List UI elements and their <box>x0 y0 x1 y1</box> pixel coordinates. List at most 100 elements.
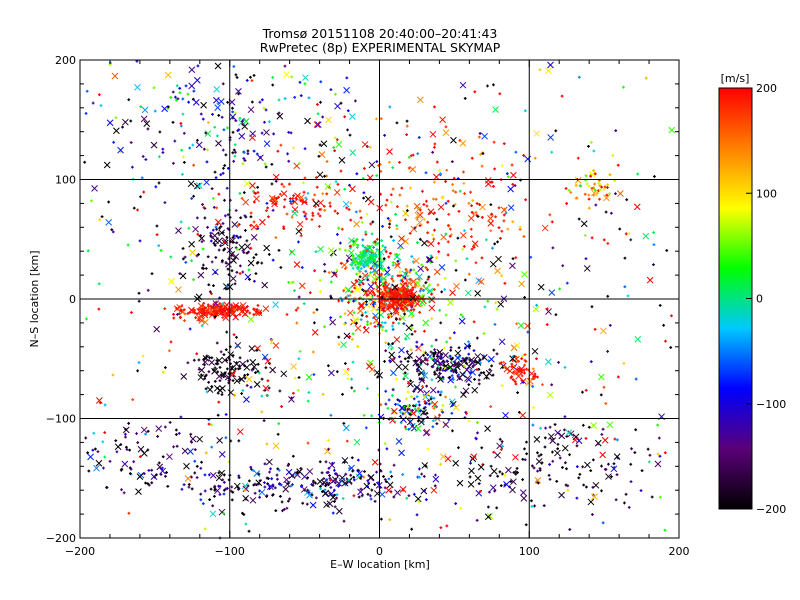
scatter-point-plus <box>213 243 217 247</box>
scatter-point-plus <box>404 281 408 285</box>
scatter-point-plus <box>375 160 379 163</box>
scatter-point-plus <box>523 458 527 462</box>
scatter-point-plus <box>450 411 454 415</box>
scatter-point-plus <box>252 189 255 193</box>
scatter-point-plus <box>608 323 612 327</box>
scatter-point-plus <box>210 292 213 295</box>
scatter-point-x <box>285 468 293 476</box>
scatter-point-plus <box>387 315 390 319</box>
scatter-point-plus <box>547 473 551 477</box>
scatter-point-plus <box>531 423 535 427</box>
scatter-point-x <box>452 459 460 467</box>
scatter-point-plus <box>577 476 581 480</box>
scatter-point-plus <box>210 445 214 449</box>
scatter-point-plus <box>416 241 419 244</box>
scatter-point-plus <box>241 511 244 515</box>
scatter-point-plus <box>350 263 354 267</box>
scatter-point-plus <box>195 465 199 468</box>
scatter-point-plus <box>269 467 272 471</box>
scatter-point-plus <box>226 100 230 104</box>
scatter-point-plus <box>87 469 91 473</box>
scatter-point-plus <box>334 472 338 476</box>
scatter-point-plus <box>440 196 444 200</box>
scatter-point-plus <box>209 487 213 491</box>
scatter-point-plus <box>371 220 375 224</box>
scatter-point-plus <box>334 273 338 277</box>
scatter-point-plus <box>647 460 651 464</box>
scatter-point-x <box>414 212 422 219</box>
scatter-point-x <box>519 411 527 419</box>
scatter-point-plus <box>365 300 368 303</box>
scatter-point-plus <box>163 201 167 204</box>
scatter-point-plus <box>351 261 355 265</box>
scatter-point-plus <box>277 98 281 102</box>
y-axis-label: N–S location [km] <box>28 250 41 347</box>
scatter-point-x <box>103 161 111 169</box>
scatter-point-x <box>229 370 237 378</box>
scatter-point-plus <box>380 321 384 324</box>
scatter-point-x <box>437 203 445 211</box>
scatter-point-x <box>371 275 378 283</box>
scatter-point-plus <box>412 492 416 496</box>
scatter-point-x <box>485 180 492 188</box>
scatter-point-plus <box>488 368 492 372</box>
scatter-point-plus <box>391 261 395 264</box>
scatter-point-plus <box>214 256 218 259</box>
scatter-point-plus <box>470 156 474 160</box>
scatter-point-x <box>558 491 565 499</box>
scatter-point-plus <box>197 367 201 371</box>
scatter-point-plus <box>433 145 436 149</box>
scatter-point-x <box>546 391 554 399</box>
scatter-point-plus <box>383 248 387 252</box>
scatter-point-plus <box>451 429 454 433</box>
scatter-point-plus <box>293 472 297 476</box>
scatter-point-x <box>366 362 373 370</box>
scatter-point-plus <box>376 294 380 298</box>
scatter-point-plus <box>376 241 380 245</box>
scatter-point-x <box>416 219 423 226</box>
scatter-point-x <box>477 278 485 285</box>
scatter-point-plus <box>616 163 620 167</box>
scatter-point-plus <box>600 464 603 468</box>
scatter-point-plus <box>486 299 490 303</box>
scatter-point-plus <box>217 114 221 117</box>
scatter-point-plus <box>260 131 264 135</box>
scatter-point-plus <box>415 513 419 517</box>
scatter-point-plus <box>467 383 471 387</box>
scatter-point-plus <box>436 283 440 287</box>
scatter-point-x <box>173 305 181 313</box>
scatter-point-plus <box>585 485 588 489</box>
scatter-point-plus <box>382 257 386 261</box>
scatter-point-plus <box>420 472 424 476</box>
scatter-point-plus <box>245 79 249 82</box>
scatter-point-x <box>356 470 363 477</box>
scatter-point-x <box>554 429 562 437</box>
scatter-point-plus <box>461 315 465 319</box>
scatter-point-plus <box>274 179 278 183</box>
scatter-point-plus <box>364 230 368 234</box>
x-tick-label: 200 <box>669 545 690 558</box>
scatter-point-x <box>548 289 556 297</box>
scatter-point-x <box>408 310 415 318</box>
scatter-point-x <box>429 130 437 138</box>
scatter-point-plus <box>209 235 213 239</box>
scatter-point-plus <box>370 232 374 236</box>
scatter-point-plus <box>518 225 522 229</box>
scatter-point-plus <box>421 385 424 388</box>
scatter-point-plus <box>446 199 450 203</box>
scatter-point-plus <box>410 326 414 330</box>
scatter-point-x <box>313 121 321 128</box>
scatter-point-plus <box>566 488 570 492</box>
scatter-point-plus <box>335 138 339 142</box>
scatter-point-plus <box>103 455 107 459</box>
scatter-point-plus <box>355 321 358 325</box>
scatter-point-plus <box>321 192 325 196</box>
scatter-point-plus <box>608 173 612 177</box>
scatter-point-plus <box>201 117 205 121</box>
scatter-point-plus <box>477 378 481 382</box>
scatter-point-plus <box>381 269 385 273</box>
scatter-point-plus <box>221 82 225 86</box>
scatter-point-plus <box>500 229 504 233</box>
scatter-point-plus <box>301 181 305 185</box>
